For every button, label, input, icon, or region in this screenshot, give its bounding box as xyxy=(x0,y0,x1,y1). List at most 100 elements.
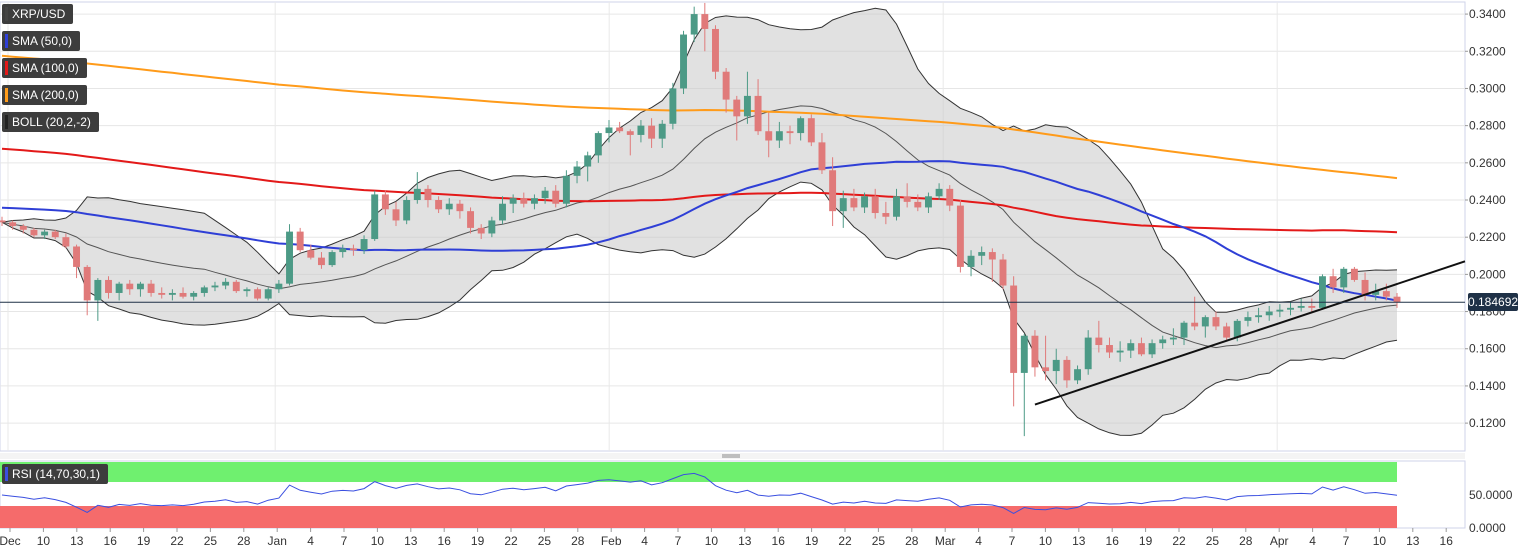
legend-item[interactable]: SMA (50,0) xyxy=(2,31,81,51)
candle-body xyxy=(1031,335,1039,368)
time-tick-label: 4 xyxy=(307,534,314,548)
candle-body xyxy=(30,229,38,236)
legend-item[interactable]: BOLL (20,2,-2) xyxy=(2,112,99,132)
candle-body xyxy=(360,239,368,251)
time-tick-label: 28 xyxy=(905,534,919,548)
legend-label: SMA (200,0) xyxy=(12,88,79,102)
candle-body xyxy=(1116,350,1124,353)
time-tick-label: 10 xyxy=(705,534,719,548)
legend-swatch xyxy=(5,115,8,129)
candle-body xyxy=(254,289,262,299)
candle-body xyxy=(680,34,687,89)
bollinger-band-fill xyxy=(2,8,1397,436)
time-tick-label: Dec xyxy=(0,534,21,548)
candle-body xyxy=(83,266,91,301)
legend-label: SMA (50,0) xyxy=(12,34,73,48)
rsi-tick-label: 50.0000 xyxy=(1469,488,1513,502)
time-tick-label: 28 xyxy=(237,534,251,548)
candle-body xyxy=(467,211,475,228)
candle-body xyxy=(956,205,964,267)
legend-swatch xyxy=(5,61,8,75)
time-tick-label: 4 xyxy=(641,534,648,548)
candle-body xyxy=(861,196,869,208)
candle-body xyxy=(286,231,293,284)
candle-body xyxy=(775,131,783,141)
time-tick-label: 10 xyxy=(1039,534,1053,548)
candle-body xyxy=(168,292,176,295)
candle-body xyxy=(914,201,922,208)
candle-body xyxy=(1393,296,1401,303)
time-tick-label: 19 xyxy=(471,534,485,548)
rsi-tick-label: 0.0000 xyxy=(1469,521,1506,535)
candle-body xyxy=(701,14,709,29)
legend-swatch xyxy=(5,34,8,48)
candle-body xyxy=(1350,268,1358,280)
candle-body xyxy=(690,14,698,35)
legend-swatch xyxy=(5,88,8,102)
candle-body xyxy=(1308,305,1316,308)
time-tick-label: 25 xyxy=(204,534,218,548)
last-price-tag: 0.184692 xyxy=(1468,293,1519,312)
candle-body xyxy=(871,196,879,214)
time-tick-label: 7 xyxy=(341,534,348,548)
time-tick-label: Mar xyxy=(935,534,956,548)
candle-body xyxy=(648,125,656,139)
legend-label: BOLL (20,2,-2) xyxy=(12,115,91,129)
candle-body xyxy=(105,279,112,293)
time-tick-label: 25 xyxy=(872,534,886,548)
candle-body xyxy=(190,292,198,297)
rsi-legend[interactable]: RSI (14,70,30,1) xyxy=(2,464,109,484)
candle-body xyxy=(318,257,325,266)
candle-body xyxy=(211,285,219,288)
candle-body xyxy=(1148,343,1156,355)
sma-50-line xyxy=(1,160,1398,302)
candle-body xyxy=(797,118,805,134)
candle-body xyxy=(1297,305,1305,308)
price-tick-label: 0.1200 xyxy=(1469,416,1506,430)
time-tick-label: Feb xyxy=(601,534,622,548)
candle-body xyxy=(477,227,485,234)
legend-item[interactable]: SMA (200,0) xyxy=(2,85,87,105)
candle-body xyxy=(626,131,634,135)
candle-body xyxy=(94,279,102,301)
candle-body xyxy=(978,252,986,256)
candle-body xyxy=(275,283,283,290)
candle-body xyxy=(829,170,837,212)
candle-body xyxy=(1020,335,1028,373)
legend-item[interactable]: XRP/USD xyxy=(2,4,74,24)
candle-body xyxy=(179,292,187,297)
price-tick-label: 0.3400 xyxy=(1469,7,1506,21)
candle-body xyxy=(222,281,230,286)
time-tick-label: 25 xyxy=(538,534,552,548)
candle-body xyxy=(499,203,506,221)
candle-body xyxy=(115,283,123,293)
candle-body xyxy=(147,283,155,293)
candle-body xyxy=(541,190,549,199)
legend-swatch xyxy=(5,7,8,21)
time-tick-label: 22 xyxy=(838,534,852,548)
candle-body xyxy=(1212,317,1220,327)
candle-body xyxy=(1255,315,1263,318)
candle-body xyxy=(754,95,762,132)
candle-body xyxy=(1010,285,1018,373)
candle-body xyxy=(818,142,826,171)
price-tick-label: 0.2400 xyxy=(1469,193,1506,207)
bollinger-middle xyxy=(1,105,1398,349)
candle-body xyxy=(371,194,379,240)
candle-body xyxy=(1244,317,1252,321)
candle-body xyxy=(456,203,464,212)
candle-body xyxy=(722,71,730,100)
time-tick-label: 19 xyxy=(805,534,819,548)
legend-item[interactable]: SMA (100,0) xyxy=(2,58,87,78)
candle-body xyxy=(62,237,70,247)
time-tick-label: 13 xyxy=(70,534,84,548)
candle-body xyxy=(1063,359,1071,381)
candle-body xyxy=(232,281,240,292)
candle-body xyxy=(967,255,975,267)
candle-body xyxy=(509,198,517,204)
candle-body xyxy=(1137,343,1145,355)
time-tick-label: 13 xyxy=(404,534,418,548)
candle-body xyxy=(200,287,208,293)
time-tick-label: 10 xyxy=(371,534,385,548)
time-tick-label: 7 xyxy=(675,534,682,548)
